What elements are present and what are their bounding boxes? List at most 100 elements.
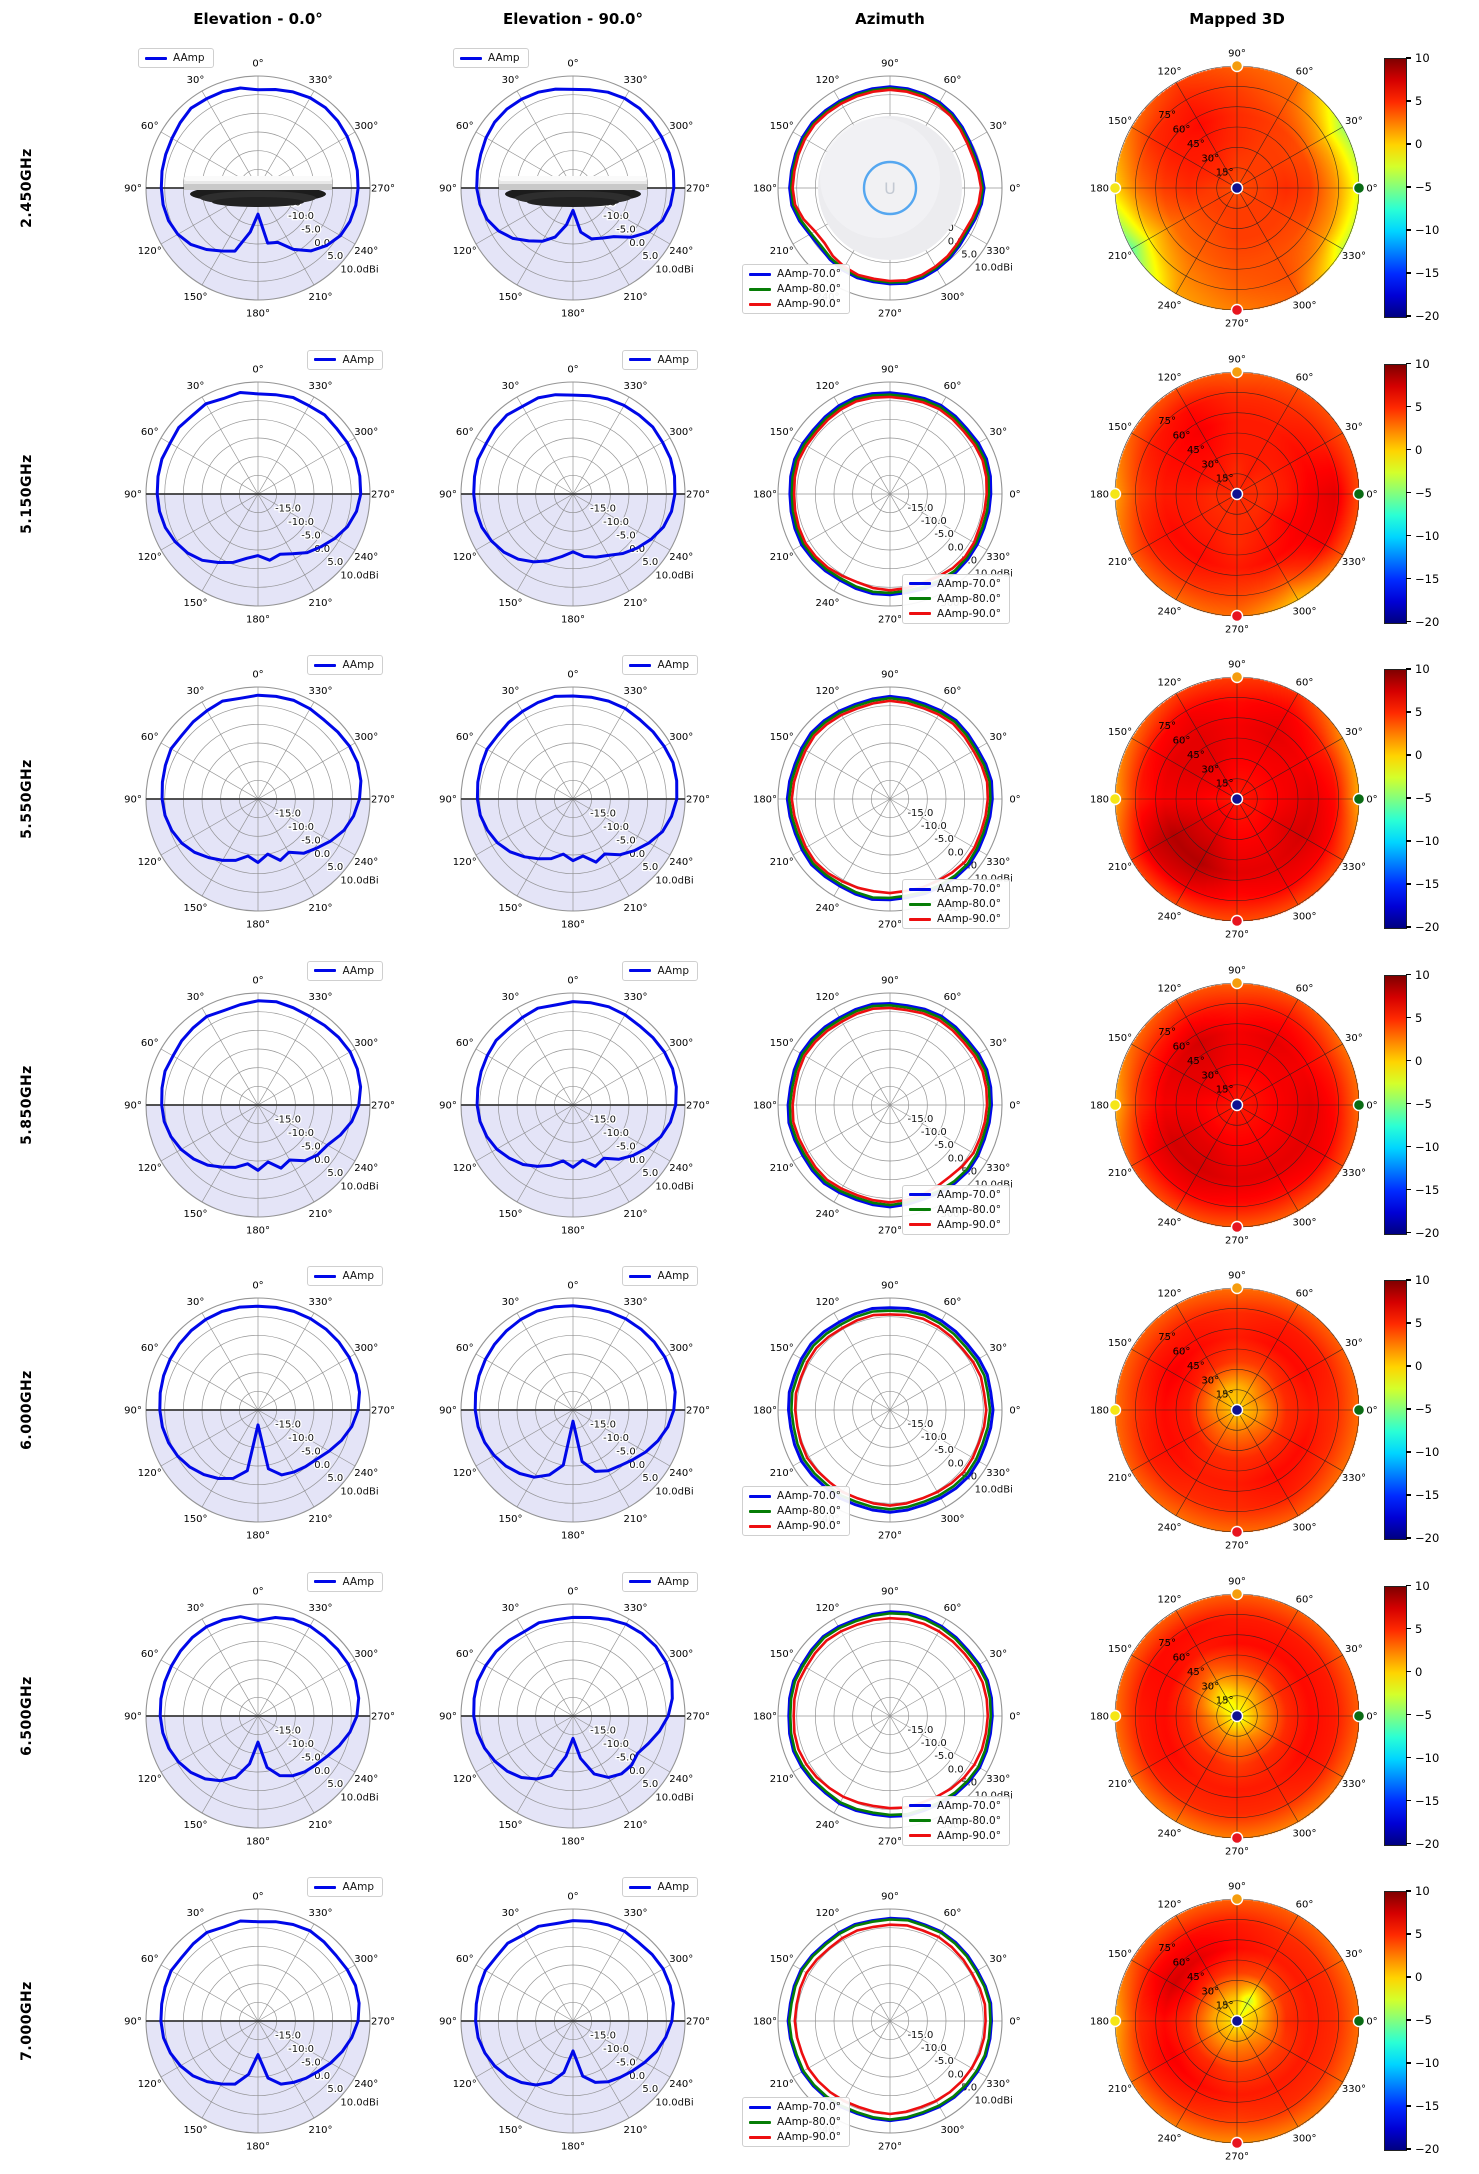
angle-tick-label: 30° — [1345, 727, 1363, 738]
angle-tick-label: 0° — [1366, 2017, 1377, 2028]
legend-line-swatch — [629, 1580, 652, 1583]
angle-tick-label: 0° — [1009, 1100, 1020, 1111]
legend-item: AAmp — [314, 965, 374, 977]
angle-tick-label: 60° — [944, 1297, 962, 1308]
angle-tick-label: 300° — [1292, 1217, 1316, 1228]
legend-item: AAmp-90.0° — [749, 1520, 841, 1532]
row-frequency-label: 2.450GHz — [19, 148, 35, 228]
colorbar: 10 5 0 −5 −10 −15 −20 — [1384, 662, 1460, 934]
colorbar-tick-label: −20 — [1415, 1531, 1440, 1545]
angle-tick-label: 30° — [1345, 1033, 1363, 1044]
elevation-90-cell: 0° 30° 60° 90° 120° 150° 180° 210° 240° 270° 300° 3… — [423, 36, 723, 338]
radial-tick-label: 10.0dBi — [340, 570, 378, 581]
elevation-ring-label: 15° — [1216, 779, 1234, 790]
angle-tick-label: 120° — [1157, 1900, 1181, 1911]
angle-tick-label: 210° — [623, 292, 647, 303]
colorbar: 10 5 0 −5 −10 −15 −20 — [1384, 1884, 1460, 2156]
angle-tick-label: 90° — [439, 795, 457, 806]
angle-tick-label: 300° — [669, 1954, 693, 1965]
colorbar-tick — [1406, 1670, 1411, 1673]
bottom-reference-marker — [1230, 914, 1244, 928]
angle-tick-label: 90° — [881, 670, 899, 681]
angle-tick-label: 120° — [453, 552, 477, 563]
radial-tick-label: 10.0dBi — [340, 876, 378, 887]
angle-tick-label: 150° — [1108, 1033, 1132, 1044]
angle-tick-label: 180° — [246, 2142, 270, 2153]
elevation-legend: AAmp — [307, 960, 383, 981]
elevation-90-cell: 0° 30° 60° 90° 120° 150° 180° 210° 240° 270° 300° 3… — [423, 342, 723, 644]
angle-tick-label: 240° — [354, 2079, 378, 2090]
colorbar-tick-label: −15 — [1415, 571, 1440, 586]
elevation-ring-label: 75° — [1158, 721, 1176, 732]
elevation-0-cell: 0° 30° 60° 90° 120° 150° 180° 210° 240° 270° 300° 3… — [108, 1869, 408, 2171]
angle-tick-label: 240° — [1157, 911, 1181, 922]
legend-item: AAmp-70.0° — [909, 1800, 1001, 1812]
mapped-3d-overlay: 0° 30° 60° 90° 120° 150° 180° 210° 240° 270° 300° 3… — [1090, 1882, 1378, 2163]
angle-tick-label: 150° — [498, 292, 522, 303]
colorbar-tick — [1406, 1279, 1411, 1281]
angle-tick-label: 240° — [669, 552, 693, 563]
angle-tick-label: 330° — [308, 1297, 332, 1308]
center-reference-marker — [1230, 792, 1244, 806]
device-side-image — [499, 176, 647, 207]
angle-tick-label: 30° — [187, 1603, 205, 1614]
azimuth-cell: 0°30°60°90°120°150°180°210°240°270°300°3… — [740, 342, 1040, 644]
legend-line-swatch — [314, 1580, 337, 1583]
angle-tick-label: 210° — [623, 1208, 647, 1219]
angle-tick-label: 330° — [308, 992, 332, 1003]
angle-tick-label: 30° — [989, 121, 1007, 132]
elevation-legend: AAmp — [453, 48, 529, 68]
angle-tick-label: 90° — [439, 1711, 457, 1722]
angle-tick-label: 150° — [1108, 1644, 1132, 1655]
angle-tick-label: 210° — [770, 246, 794, 257]
angle-tick-label: 90° — [124, 489, 142, 500]
radial-tick-label: -10.0 — [921, 516, 947, 527]
legend-item: AAmp — [460, 52, 520, 64]
device-side-image — [184, 176, 332, 207]
radial-tick-label: -5.0 — [616, 1446, 636, 1457]
colorbar-tick — [1406, 1976, 1411, 1978]
angle-tick-label: 30° — [502, 1297, 520, 1308]
elevation-legend: AAmp — [307, 349, 383, 370]
angle-tick-label: 90° — [439, 1406, 457, 1417]
angle-tick-label: 0° — [1009, 184, 1020, 195]
elevation-ring-label: 45° — [1187, 139, 1205, 150]
legend-item: AAmp-80.0° — [749, 1505, 841, 1517]
angle-tick-label: 210° — [308, 1208, 332, 1219]
colorbar-tick-label: 10 — [1415, 356, 1430, 371]
angle-tick-label: 240° — [354, 552, 378, 563]
legend-line-swatch — [909, 917, 931, 921]
legend-item: AAmp-70.0° — [909, 578, 1001, 590]
colorbar-tick — [1406, 2019, 1411, 2021]
angle-tick-label: 210° — [1108, 2084, 1132, 2095]
angle-tick-label: 300° — [1292, 300, 1316, 311]
colorbar-tick — [1406, 100, 1411, 102]
angle-tick-label: 240° — [1157, 606, 1181, 617]
angle-tick-label: 240° — [1157, 2133, 1181, 2144]
legend-item: AAmp-80.0° — [909, 898, 1001, 910]
angle-tick-label: 120° — [815, 381, 839, 392]
elevation-legend: AAmp — [622, 655, 698, 675]
legend-item: AAmp-90.0° — [749, 2131, 841, 2143]
colorbar-gradient — [1384, 1585, 1407, 1846]
angle-tick-label: 120° — [453, 857, 477, 868]
angle-tick-label: 90° — [439, 2017, 457, 2028]
angle-tick-label: 60° — [141, 1038, 159, 1049]
radial-tick-label: -5.0 — [934, 2056, 954, 2067]
azimuth-legend: AAmp-70.0° AAmp-80.0° AAmp-90.0° — [902, 573, 1010, 624]
legend-label: AAmp — [657, 1575, 689, 1588]
radial-tick-label: -5.0 — [934, 834, 954, 845]
angle-tick-label: 120° — [1157, 678, 1181, 689]
legend-item: AAmp-80.0° — [909, 1204, 1001, 1216]
radial-tick-label: -15.0 — [275, 503, 301, 514]
angle-tick-label: 330° — [623, 992, 647, 1003]
angle-tick-label: 90° — [124, 795, 142, 806]
elevation-0-cell: 0° 30° 60° 90° 120° 150° 180° 210° 240° 270° 300° 3… — [108, 1258, 408, 1560]
azimuth-legend: AAmp-70.0° AAmp-80.0° AAmp-90.0° — [742, 264, 850, 314]
radial-tick-label: -15.0 — [275, 1419, 301, 1430]
angle-tick-label: 60° — [456, 121, 474, 132]
radial-tick-label: -10.0 — [288, 2044, 314, 2055]
legend-item: AAmp-70.0° — [909, 883, 1001, 895]
colorbar-tick-label: 10 — [1415, 967, 1430, 982]
radial-tick-label: -10.0 — [288, 1127, 314, 1138]
